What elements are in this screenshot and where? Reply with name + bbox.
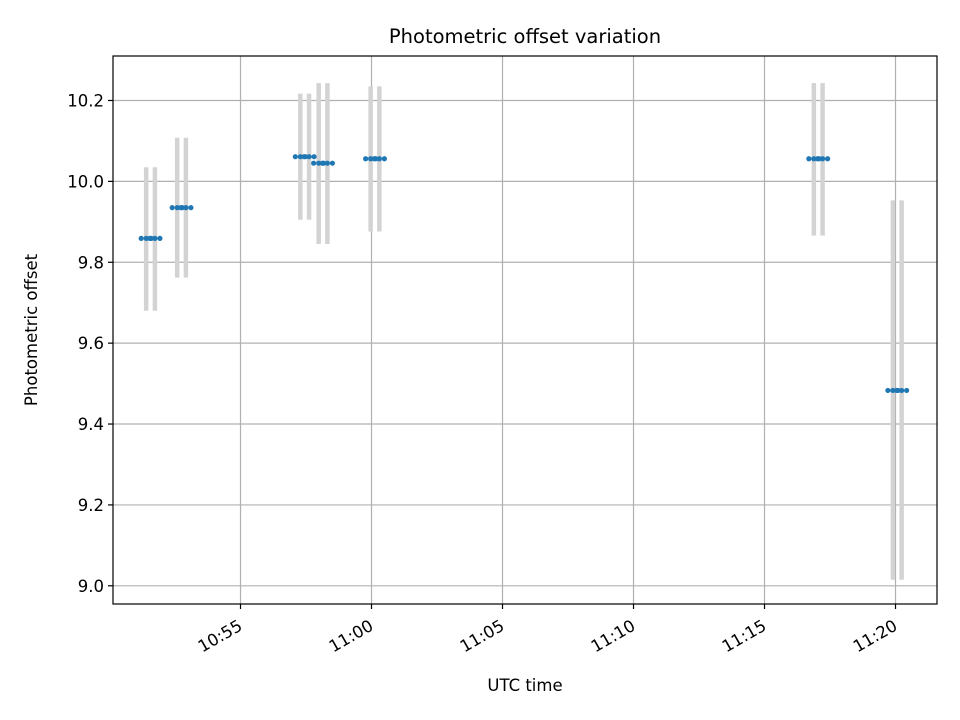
y-tick-label: 9.4 <box>78 415 104 434</box>
data-point-marker <box>324 160 331 166</box>
y-tick-label: 9.6 <box>78 334 104 353</box>
data-point-marker <box>301 154 307 160</box>
data-point-marker <box>319 160 326 166</box>
y-tick-label: 9.8 <box>78 253 104 272</box>
data-point-marker <box>311 160 317 166</box>
y-axis-label: Photometric offset <box>22 253 41 406</box>
data-point-marker <box>311 154 317 160</box>
data-point-marker <box>138 235 144 241</box>
y-tick-label: 10.2 <box>67 91 104 110</box>
data-point-marker <box>169 205 175 211</box>
y-tick-label: 9.0 <box>78 577 104 596</box>
data-point-marker <box>152 235 158 241</box>
data-point-marker <box>188 205 194 211</box>
data-point-marker <box>890 387 896 394</box>
data-point-marker <box>371 156 377 162</box>
data-point-marker <box>885 387 891 394</box>
data-point-marker <box>806 156 812 162</box>
plot-area-frame <box>112 55 938 605</box>
data-point-marker <box>376 156 382 162</box>
data-point-marker <box>316 160 322 166</box>
data-point-marker <box>904 387 910 394</box>
x-axis-label: UTC time <box>487 676 562 695</box>
data-point-marker <box>368 156 374 162</box>
data-point-marker <box>297 154 303 160</box>
data-point-marker <box>381 156 387 162</box>
data-point-marker <box>814 156 821 162</box>
data-point-marker <box>899 387 905 394</box>
data-point-marker <box>147 235 153 241</box>
data-point-marker <box>363 156 369 162</box>
data-point-marker <box>178 205 184 211</box>
data-point-marker <box>894 387 900 394</box>
chart-title: Photometric offset variation <box>389 25 661 48</box>
y-tick-label: 9.2 <box>78 496 104 515</box>
data-point-marker <box>157 235 163 241</box>
data-point-marker <box>819 156 826 162</box>
data-point-marker <box>811 156 817 162</box>
data-point-marker <box>183 205 189 211</box>
data-points <box>138 154 910 394</box>
y-tick-label: 10.0 <box>67 172 104 191</box>
data-point-marker <box>143 235 149 241</box>
data-point-marker <box>329 160 336 166</box>
data-point-marker <box>174 205 180 211</box>
grid-lines <box>113 56 937 604</box>
data-point-marker <box>824 156 831 162</box>
data-point-marker <box>292 154 298 160</box>
data-point-marker <box>306 154 312 160</box>
